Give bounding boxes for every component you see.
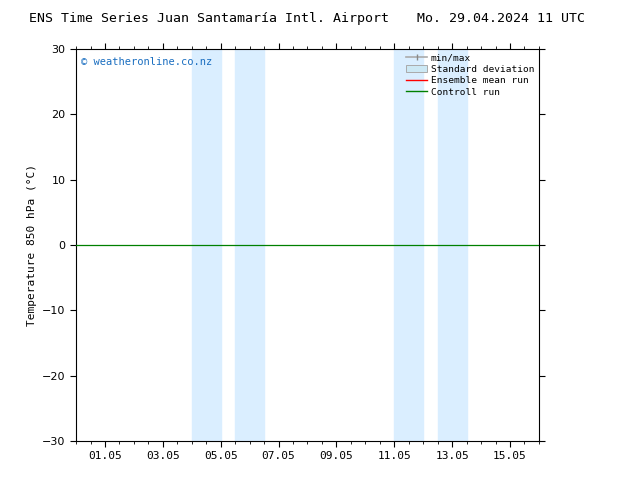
Text: © weatheronline.co.nz: © weatheronline.co.nz	[81, 57, 212, 67]
Text: Mo. 29.04.2024 11 UTC: Mo. 29.04.2024 11 UTC	[417, 12, 585, 25]
Bar	[235, 49, 264, 441]
Legend: min/max, Standard deviation, Ensemble mean run, Controll run: min/max, Standard deviation, Ensemble me…	[406, 54, 534, 97]
Y-axis label: Temperature 850 hPa (°C): Temperature 850 hPa (°C)	[27, 164, 37, 326]
Bar	[191, 49, 221, 441]
Text: ENS Time Series Juan Santamaría Intl. Airport: ENS Time Series Juan Santamaría Intl. Ai…	[29, 12, 389, 25]
Bar	[394, 49, 423, 441]
Bar	[437, 49, 467, 441]
